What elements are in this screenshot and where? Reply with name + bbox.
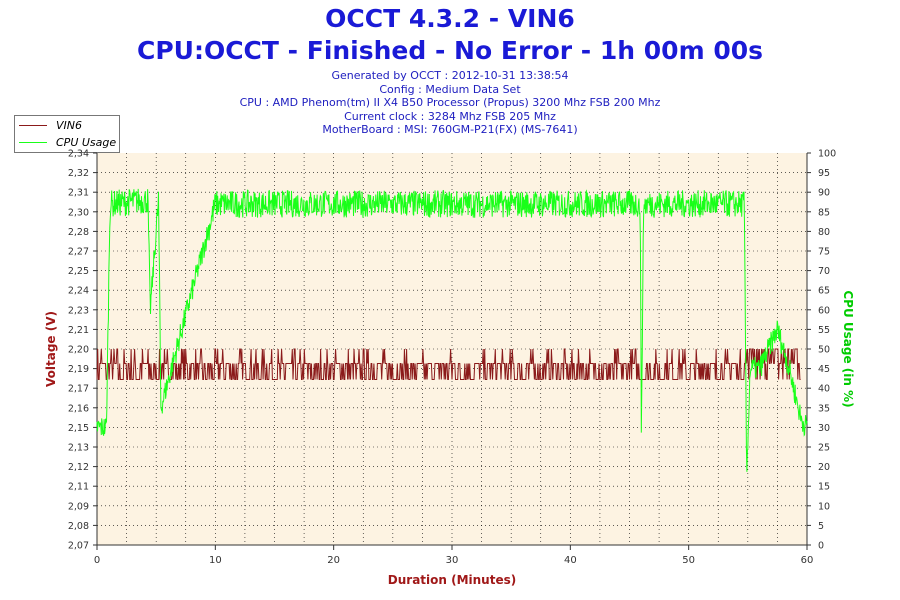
- y-axis-label-right: CPU Usage (in %): [841, 290, 855, 407]
- info-clock: Current clock : 3284 Mhz FSB 205 Mhz: [344, 109, 556, 123]
- y-tick-label-right: 85: [818, 207, 830, 218]
- y-tick-label-left: 2,34: [68, 149, 89, 160]
- series-cpu-line: [96, 188, 808, 472]
- y-tick-label-left: 2,17: [68, 384, 89, 395]
- legend-item-vin6: VIN6: [19, 118, 82, 132]
- y-tick-label-left: 2,30: [68, 207, 89, 218]
- y-tick-label-left: 2,08: [68, 521, 89, 532]
- y-tick-label-right: 35: [818, 403, 830, 414]
- legend-label-cpu: CPU Usage: [56, 135, 117, 149]
- y-tick-label-right: 5: [818, 521, 824, 532]
- y-tick-label-left: 2,07: [68, 541, 89, 552]
- x-tick-label: 30: [446, 555, 459, 566]
- y-tick-label-right: 30: [818, 423, 830, 434]
- legend-swatch-vin6: [19, 124, 47, 126]
- x-tick-label: 60: [801, 555, 814, 566]
- y-tick-label-right: 90: [818, 188, 830, 199]
- chart-title: OCCT 4.3.2 - VIN6: [325, 4, 575, 33]
- y-tick-label-left: 2,32: [68, 168, 89, 179]
- y-tick-label-left: 2,21: [68, 325, 89, 336]
- legend-item-cpu: CPU Usage: [19, 135, 116, 149]
- info-generated: Generated by OCCT : 2012-10-31 13:38:54: [331, 69, 569, 82]
- info-block: Generated by OCCT : 2012-10-31 13:38:54 …: [0, 69, 900, 137]
- y-tick-label-right: 60: [818, 305, 830, 316]
- x-axis-label: Duration (Minutes): [388, 573, 516, 587]
- y-tick-label-right: 70: [818, 266, 830, 277]
- y-tick-label-right: 0: [818, 541, 824, 552]
- info-config: Config : Medium Data Set: [379, 82, 521, 96]
- x-tick-label: 20: [327, 555, 340, 566]
- y-tick-label-right: 65: [818, 286, 830, 297]
- info-motherboard: MotherBoard : MSI: 760GM-P21(FX) (MS-764…: [322, 123, 578, 137]
- y-tick-label-left: 2,20: [68, 345, 89, 356]
- x-tick-label: 10: [209, 555, 222, 566]
- info-cpu: CPU : AMD Phenom(tm) II X4 B50 Processor…: [239, 96, 661, 110]
- y-tick-label-right: 50: [818, 345, 830, 356]
- x-tick-label: 0: [94, 555, 100, 566]
- y-tick-label-right: 15: [818, 482, 830, 493]
- y-tick-label-left: 2,28: [68, 227, 89, 238]
- y-tick-label-left: 2,11: [68, 482, 89, 493]
- legend-label-vin6: VIN6: [56, 118, 82, 132]
- x-tick-label: 50: [682, 555, 695, 566]
- y-tick-label-left: 2,09: [68, 501, 89, 512]
- y-tick-label-left: 2,24: [68, 286, 89, 297]
- y-tick-label-left: 2,23: [68, 305, 89, 316]
- y-tick-label-left: 2,13: [68, 443, 89, 454]
- y-tick-label-left: 2,12: [68, 462, 89, 473]
- y-axis-label-left: Voltage (V): [44, 311, 58, 387]
- y-tick-label-right: 100: [818, 149, 836, 160]
- x-tick-label: 40: [564, 555, 577, 566]
- legend: VIN6 CPU Usage: [14, 115, 120, 153]
- y-tick-label-left: 2,19: [68, 364, 89, 375]
- y-tick-label-left: 2,31: [68, 188, 89, 199]
- y-tick-label-right: 25: [818, 443, 830, 454]
- y-tick-label-right: 20: [818, 462, 830, 473]
- y-tick-label-right: 80: [818, 227, 830, 238]
- y-tick-label-right: 95: [818, 168, 830, 179]
- y-tick-label-right: 55: [818, 325, 830, 336]
- y-tick-label-right: 40: [818, 384, 830, 395]
- y-tick-label-right: 45: [818, 364, 830, 375]
- y-tick-label-left: 2,25: [68, 266, 89, 277]
- y-tick-label-left: 2,27: [68, 247, 89, 258]
- y-tick-label-right: 10: [818, 501, 830, 512]
- series-vin6-line: [96, 348, 801, 380]
- legend-swatch-cpu: [19, 141, 47, 143]
- y-tick-label-left: 2,16: [68, 403, 89, 414]
- y-tick-label-left: 2,15: [68, 423, 89, 434]
- y-tick-label-right: 75: [818, 247, 830, 258]
- chart-subtitle: CPU:OCCT - Finished - No Error - 1h 00m …: [136, 36, 763, 65]
